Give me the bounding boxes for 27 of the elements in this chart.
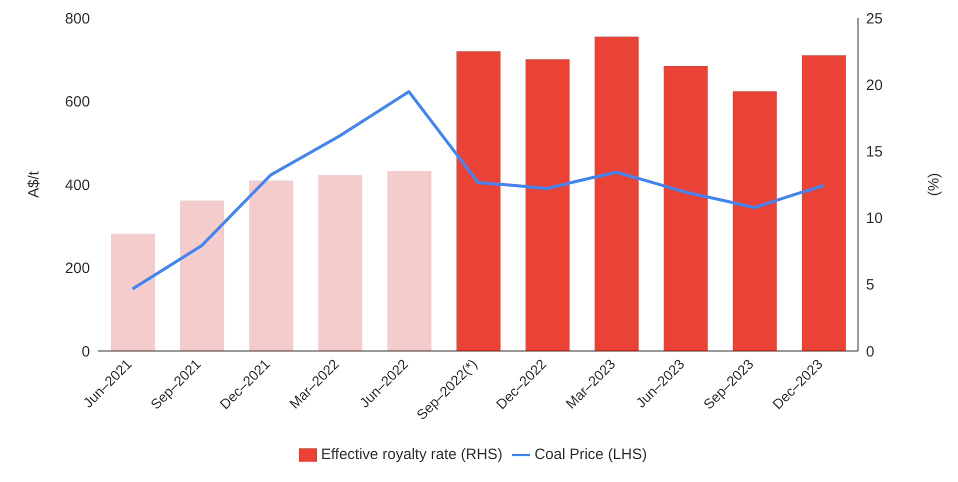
- y2-tick-label: 15: [866, 144, 883, 161]
- bar: [249, 180, 294, 351]
- y2-tick-label: 0: [866, 343, 874, 360]
- y2-tick-label: 5: [866, 276, 874, 294]
- y2-axis-title: (%): [925, 172, 942, 196]
- y2-tick-label: 25: [866, 10, 883, 28]
- legend-label: Coal Price (LHS): [534, 446, 647, 463]
- bar: [594, 36, 639, 351]
- bar: [732, 91, 777, 351]
- y-tick-label: 800: [64, 10, 90, 28]
- line-series: [131, 90, 825, 290]
- bar: [526, 59, 570, 351]
- bar: [387, 171, 432, 351]
- y-tick-label: 600: [64, 94, 90, 111]
- bar: [664, 66, 708, 351]
- y-tick-label: 400: [64, 176, 90, 194]
- bar: [318, 175, 362, 351]
- legend-label: Effective royalty rate (RHS): [321, 446, 502, 463]
- bar: [802, 55, 846, 351]
- y2-tick-label: 10: [866, 210, 883, 228]
- y-tick-label: 200: [64, 260, 90, 278]
- y2-tick-label: 20: [866, 76, 883, 94]
- bar: [456, 51, 500, 351]
- bar: [180, 200, 224, 351]
- bar: [111, 234, 155, 351]
- y-axis-title: A$/t: [25, 170, 42, 198]
- y-tick-label: 0: [82, 343, 90, 360]
